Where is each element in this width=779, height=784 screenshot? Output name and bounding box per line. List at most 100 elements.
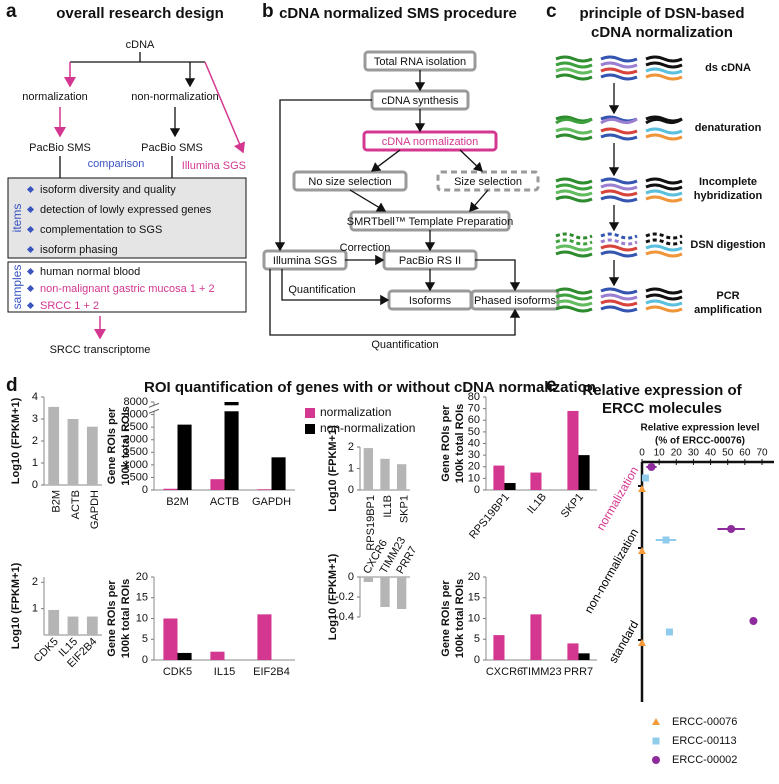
strand — [645, 127, 683, 135]
x-tick-label: RPS19BP1 — [365, 495, 377, 551]
bullet — [26, 267, 35, 276]
step-label: denaturation — [695, 122, 762, 134]
sample-text: non-malignant gastric mucosa 1 + 2 — [40, 283, 215, 295]
y-tick-label: 20 — [468, 461, 480, 473]
strand — [645, 177, 683, 185]
bar — [567, 410, 579, 490]
bar — [257, 489, 272, 490]
panel-title: ROI quantification of genes with or with… — [144, 379, 596, 396]
bar — [530, 614, 542, 660]
y-tick-label: -0.4 — [335, 611, 354, 623]
legend-label: ERCC-00002 — [672, 754, 737, 766]
y-axis-label: Gene ROIs per — [440, 580, 452, 657]
strand — [555, 189, 593, 197]
y-tick-label: 0 — [474, 484, 480, 496]
strand — [600, 189, 638, 197]
category-label: normalization — [594, 464, 642, 533]
strand — [645, 250, 683, 258]
panel-label: a — [6, 1, 17, 22]
y-tick-label: 0 — [348, 484, 354, 496]
x-tick-label: 20 — [671, 448, 683, 459]
y-tick-label: 15 — [468, 592, 480, 604]
strand — [600, 250, 638, 258]
x-tick-label: 40 — [705, 448, 717, 459]
strand — [555, 55, 593, 63]
x-tick-label: PRR7 — [564, 666, 593, 678]
bar — [397, 464, 407, 490]
arrow — [204, 61, 246, 154]
x-tick-label: ACTB — [210, 496, 239, 508]
x-tick-label: 60 — [739, 448, 751, 459]
connector — [59, 156, 173, 178]
y-tick-label: 40 — [468, 437, 480, 449]
y-tick-label: 50 — [468, 426, 480, 438]
strand — [645, 189, 683, 197]
y-tick-label: 10 — [136, 612, 148, 624]
item-text: complementation to SGS — [40, 224, 162, 236]
y-tick-label: 15 — [136, 592, 148, 604]
strand — [645, 293, 683, 301]
node: PacBio SMS — [141, 142, 203, 154]
strand — [645, 195, 683, 203]
x-axis-label: (% of ERCC-00076) — [655, 436, 745, 447]
panel-label: d — [6, 375, 18, 396]
bar — [67, 616, 79, 635]
y-tick-label: 3000 — [124, 408, 148, 420]
box-label: Total RNA isolation — [374, 56, 466, 68]
bullet-list: isoform diversity and quality detection o… — [26, 184, 215, 312]
box-label: samples — [10, 265, 24, 310]
bar — [86, 426, 98, 485]
strand — [600, 232, 638, 240]
step-label: amplification — [694, 304, 762, 316]
y-axis-label: Log10 (FPKM+1) — [10, 397, 22, 484]
strand — [555, 305, 593, 313]
panel-label: b — [262, 1, 274, 22]
strand — [600, 195, 638, 203]
y-tick-label: 10 — [468, 612, 480, 624]
y-tick-label: 0 — [142, 654, 148, 666]
strand — [645, 244, 683, 252]
point — [647, 463, 656, 471]
legend-marker — [652, 737, 660, 745]
strand — [645, 55, 683, 63]
y-axis-label: Gene ROIs per — [106, 580, 118, 657]
y-tick-label: 0 — [142, 484, 148, 496]
y-tick-label: 0 — [32, 479, 38, 491]
y-tick-label: 80 — [468, 391, 480, 403]
panel-title: overall research design — [56, 5, 224, 22]
x-tick-label: 30 — [688, 448, 700, 459]
box-label: No size selection — [308, 176, 391, 188]
category-label: non-normalization — [582, 526, 642, 616]
y-tick-label: 0 — [474, 654, 480, 666]
x-tick-label: EIF2B4 — [253, 666, 290, 678]
x-tick-label: 70 — [756, 448, 768, 459]
legend-swatch — [305, 424, 315, 434]
x-tick-label: 10 — [654, 448, 666, 459]
y-tick-label: 1500 — [124, 446, 148, 458]
y-tick-label: 20 — [136, 571, 148, 583]
bar — [578, 455, 590, 490]
strand — [555, 299, 593, 307]
arrow — [475, 259, 521, 292]
bar — [210, 479, 225, 490]
step-label: Incomplete — [699, 176, 757, 188]
y-tick-label: 60 — [468, 414, 480, 426]
strand — [555, 244, 593, 252]
y-tick-label: 500 — [130, 471, 148, 483]
strand — [555, 195, 593, 203]
y-tick-label: 2 — [348, 441, 354, 453]
strand — [645, 183, 683, 191]
panel-b: b cDNA normalized SMS procedure Total RN… — [262, 1, 560, 351]
strand — [600, 244, 638, 252]
box-label: SMRTbell™ Template Preparation — [347, 216, 514, 228]
bar — [363, 448, 373, 490]
node: normalization — [22, 91, 87, 103]
step-label: ds cDNA — [705, 62, 751, 74]
x-tick-label: IL1B — [382, 495, 394, 518]
strand — [555, 117, 593, 125]
item-text: isoform diversity and quality — [40, 184, 176, 196]
edge-label: Correction — [340, 242, 391, 254]
panel-c: c principle of DSN-based cDNA normalizat… — [546, 1, 766, 316]
y-tick-label: 1 — [32, 457, 38, 469]
strand — [645, 299, 683, 307]
